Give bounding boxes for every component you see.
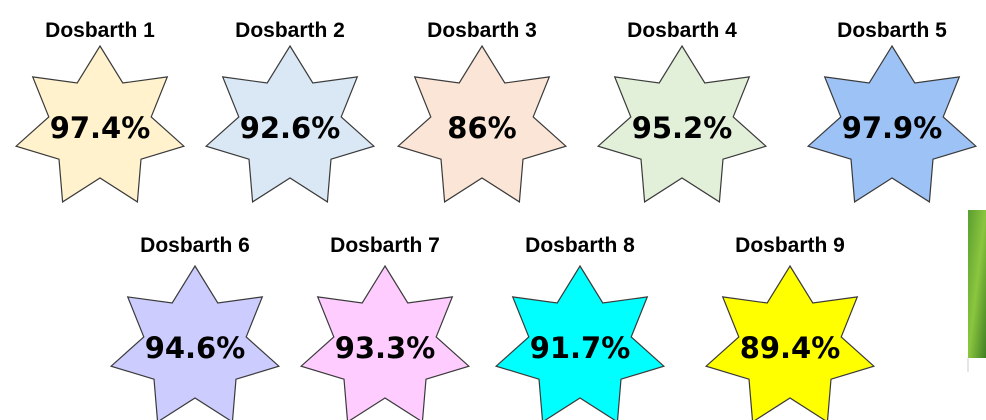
slide: Dosbarth 1 97.4% Dosbarth 2 92.6% Dosbarth 3… (0, 0, 986, 420)
percentage: 89.4% (740, 331, 841, 365)
class-label: Dosbarth 9 (735, 234, 845, 257)
percentage: 86% (447, 111, 516, 145)
percentage: 94.6% (145, 331, 246, 365)
class-label: Dosbarth 5 (837, 19, 947, 42)
class-label: Dosbarth 6 (140, 234, 250, 257)
class-label: Dosbarth 7 (330, 234, 440, 257)
page: Dosbarth 1 97.4% Dosbarth 2 92.6% Dosbarth 3… (0, 0, 986, 420)
percentage: 93.3% (335, 331, 436, 365)
percentage: 91.7% (530, 331, 631, 365)
class-label: Dosbarth 8 (525, 234, 635, 257)
percentage: 95.2% (632, 111, 733, 145)
class-label: Dosbarth 1 (45, 19, 155, 42)
class-label: Dosbarth 4 (627, 19, 737, 42)
side-image (968, 210, 986, 358)
percentage: 97.4% (50, 111, 151, 145)
class-label: Dosbarth 3 (427, 19, 537, 42)
class-label: Dosbarth 2 (235, 19, 345, 42)
percentage: 92.6% (240, 111, 341, 145)
percentage: 97.9% (842, 111, 943, 145)
